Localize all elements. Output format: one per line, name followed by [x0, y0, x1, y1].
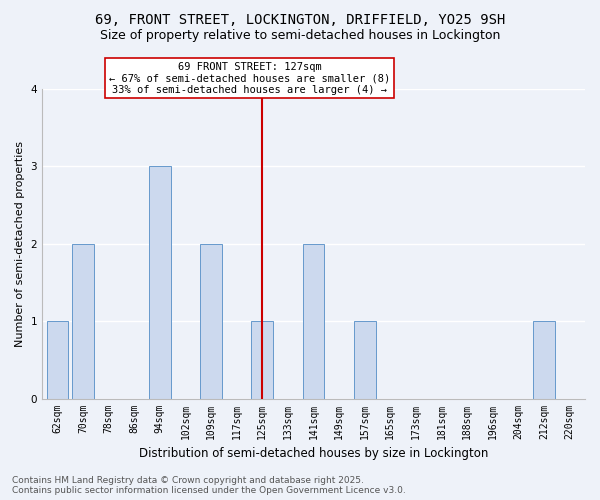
- Text: Contains HM Land Registry data © Crown copyright and database right 2025.
Contai: Contains HM Land Registry data © Crown c…: [12, 476, 406, 495]
- Bar: [251, 321, 273, 398]
- Bar: [354, 321, 376, 398]
- Y-axis label: Number of semi-detached properties: Number of semi-detached properties: [15, 140, 25, 346]
- Bar: [149, 166, 171, 398]
- Bar: [47, 321, 68, 398]
- Bar: [72, 244, 94, 398]
- Text: Size of property relative to semi-detached houses in Lockington: Size of property relative to semi-detach…: [100, 29, 500, 42]
- Bar: [302, 244, 325, 398]
- Text: 69 FRONT STREET: 127sqm
← 67% of semi-detached houses are smaller (8)
33% of sem: 69 FRONT STREET: 127sqm ← 67% of semi-de…: [109, 62, 390, 95]
- Bar: [200, 244, 222, 398]
- X-axis label: Distribution of semi-detached houses by size in Lockington: Distribution of semi-detached houses by …: [139, 447, 488, 460]
- Bar: [533, 321, 555, 398]
- Text: 69, FRONT STREET, LOCKINGTON, DRIFFIELD, YO25 9SH: 69, FRONT STREET, LOCKINGTON, DRIFFIELD,…: [95, 12, 505, 26]
